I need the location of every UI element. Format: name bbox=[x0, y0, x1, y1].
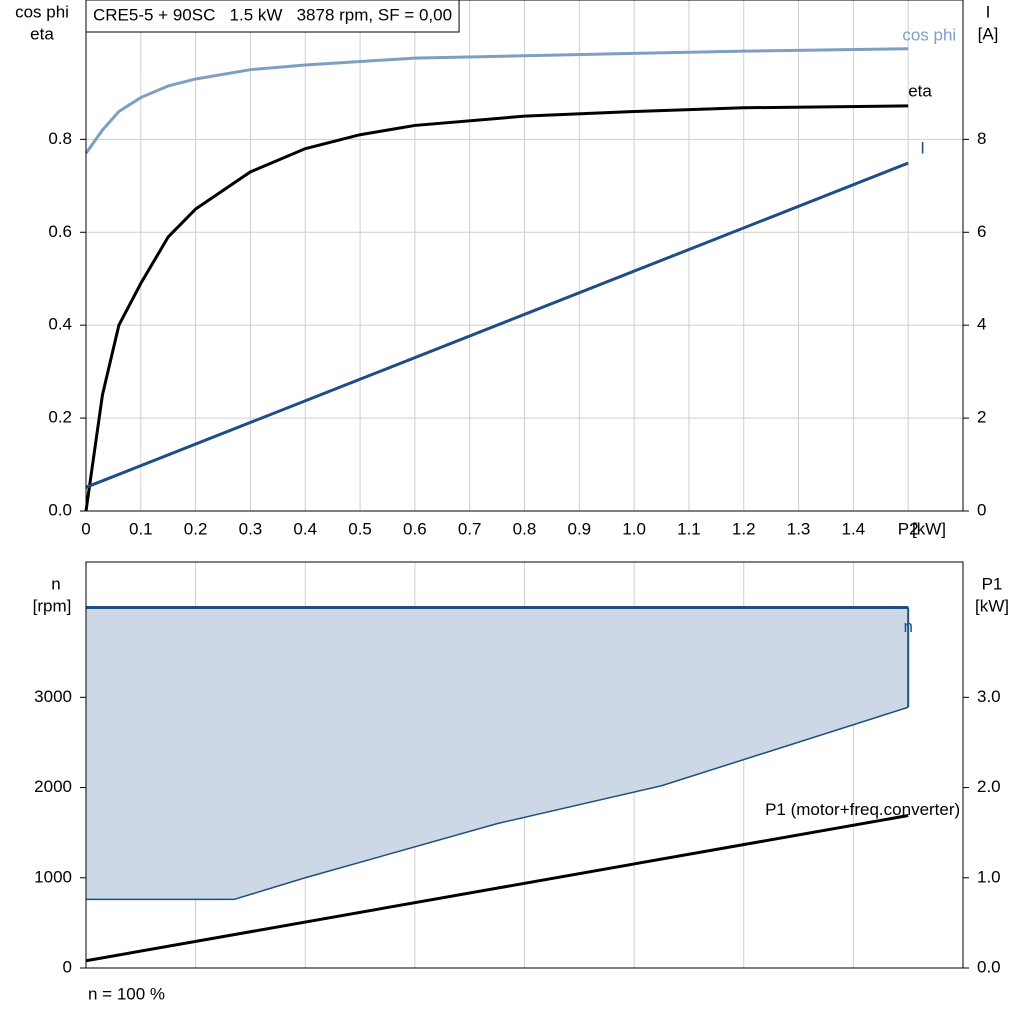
x-tick-label: 1.1 bbox=[677, 519, 701, 538]
y-tick-label: 0.6 bbox=[48, 222, 72, 241]
area-lower-line bbox=[86, 706, 909, 901]
y-tick-label: 0 bbox=[63, 957, 72, 976]
x-tick-label: 0.8 bbox=[513, 519, 537, 538]
series-label: n bbox=[903, 617, 912, 636]
series-label: I bbox=[920, 139, 925, 158]
x-axis-label: [kW] bbox=[912, 519, 946, 538]
x-tick-label: P2 bbox=[898, 519, 919, 538]
x-tick-label: 0.9 bbox=[567, 519, 591, 538]
y2-tick-label: 2 bbox=[977, 408, 986, 427]
y2-tick-label: 4 bbox=[977, 315, 986, 334]
y-tick-label: 2000 bbox=[34, 777, 72, 796]
series-label: P1 (motor+freq.converter) bbox=[765, 800, 960, 819]
series-line bbox=[85, 814, 909, 963]
y2-tick-label: 0.0 bbox=[977, 957, 1001, 976]
y2-axis-label: P1 bbox=[982, 574, 1003, 593]
y2-tick-label: 3.0 bbox=[977, 687, 1001, 706]
y-tick-label: 3000 bbox=[34, 687, 72, 706]
y2-tick-label: 6 bbox=[977, 222, 986, 241]
area bbox=[86, 607, 909, 900]
y-axis-label: cos phi bbox=[15, 2, 69, 21]
series-line bbox=[84, 47, 909, 155]
x-tick-label: 0.4 bbox=[293, 519, 317, 538]
x-tick-label: 1.3 bbox=[787, 519, 811, 538]
series-label: cos phi bbox=[902, 25, 956, 44]
y-axis-label: n bbox=[51, 574, 60, 593]
note: n = 100 % bbox=[88, 984, 165, 1003]
y2-axis-label: [A] bbox=[978, 24, 999, 43]
y2-tick-label: 0 bbox=[977, 500, 986, 519]
x-tick-label: 1.4 bbox=[842, 519, 866, 538]
x-tick-label: 0 bbox=[81, 519, 90, 538]
series-label: eta bbox=[908, 81, 932, 100]
series-line bbox=[84, 104, 909, 512]
y2-tick-label: 8 bbox=[977, 129, 986, 148]
y-tick-label: 1000 bbox=[34, 867, 72, 886]
x-tick-label: 0.3 bbox=[239, 519, 263, 538]
y2-axis-label: [kW] bbox=[975, 596, 1009, 615]
y2-axis-label: I bbox=[986, 2, 991, 21]
x-tick-label: 0.5 bbox=[348, 519, 372, 538]
x-tick-label: 0.1 bbox=[129, 519, 153, 538]
y-axis-label: [rpm] bbox=[33, 596, 72, 615]
x-tick-label: 0.2 bbox=[184, 519, 208, 538]
y-tick-label: 0.4 bbox=[48, 315, 72, 334]
plot-frame bbox=[85, 561, 964, 969]
title-box bbox=[85, 0, 460, 33]
y-tick-label: 0.8 bbox=[48, 129, 72, 148]
chart-title: CRE5-5 + 90SC 1.5 kW 3878 rpm, SF = 0,00 bbox=[93, 5, 452, 24]
plot-frame bbox=[85, 0, 964, 512]
y2-tick-label: 2.0 bbox=[977, 777, 1001, 796]
y-axis-label: eta bbox=[30, 24, 54, 43]
y2-tick-label: 1.0 bbox=[977, 867, 1001, 886]
x-tick-label: 1.2 bbox=[732, 519, 756, 538]
x-tick-label: 0.6 bbox=[403, 519, 427, 538]
x-tick-label: 1.0 bbox=[622, 519, 646, 538]
x-tick-label: 0.7 bbox=[458, 519, 482, 538]
y-tick-label: 0.0 bbox=[48, 500, 72, 519]
series-line bbox=[85, 161, 909, 489]
y-tick-label: 0.2 bbox=[48, 408, 72, 427]
